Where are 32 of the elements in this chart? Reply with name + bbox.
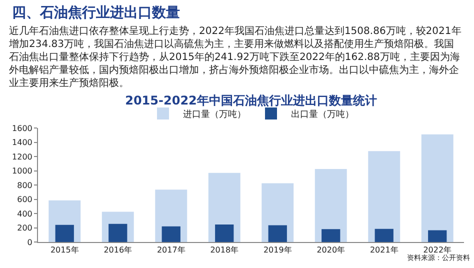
bar	[55, 224, 74, 242]
bar	[374, 228, 394, 242]
y-tick-label: 200	[17, 224, 32, 233]
bar	[421, 134, 454, 242]
legend-label: 出口量（万吨）	[291, 109, 354, 120]
bar	[322, 229, 340, 242]
x-tick-label: 2017年	[156, 246, 186, 255]
bar	[215, 224, 234, 242]
y-tick-label: 1200	[12, 152, 32, 162]
x-tick-label: 2019年	[263, 246, 292, 255]
chart-title: 2015-2022年中国石油焦行业进出口数量统计	[125, 93, 377, 108]
y-tick-label: 0	[27, 238, 32, 247]
bar	[162, 226, 180, 242]
y-tick-label: 800	[17, 180, 32, 190]
y-tick-label: 600	[17, 195, 32, 204]
x-tick-label: 2021年	[370, 246, 398, 255]
x-tick-label: 2020年	[316, 246, 346, 255]
text: 近几年石油焦进口依存整体呈现上行走势，2022年我国石油焦进口总量达到1508.86万吨，较2021年增加234.83万吨，我国石油焦进口以高硫焦为主，主要用来做燃料以及搭配使用生产预焙阳极。我国石油焦出口量整体保持下行趋势，从2015年的241.92万吨下跌至2022年的162.88万吨，主要因为海外电解铝产量较低，国内预焙阳极出口增加，挤占海外预焙阳极企业市场。出口以中硫焦为主，海外企业主要用来生产预焙阳极。	[8, 25, 462, 89]
x-tick-label: 2015年	[50, 246, 79, 255]
y-tick-label: 400	[17, 209, 32, 218]
bar	[108, 224, 128, 242]
x-tick-label: 2018年	[210, 246, 239, 255]
bar	[368, 151, 400, 242]
y-tick-label: 1400	[12, 138, 32, 148]
x-tick-label: 2016年	[104, 246, 132, 255]
x-tick-label: 2022年	[423, 246, 452, 255]
bar	[428, 230, 447, 242]
legend-label: 进口量（万吨）	[183, 109, 246, 120]
bar	[268, 225, 287, 242]
y-tick-label: 1600	[12, 124, 32, 133]
y-tick-label: 1000	[12, 166, 32, 176]
text: 四、石油焦行业进出口数量	[12, 5, 180, 21]
